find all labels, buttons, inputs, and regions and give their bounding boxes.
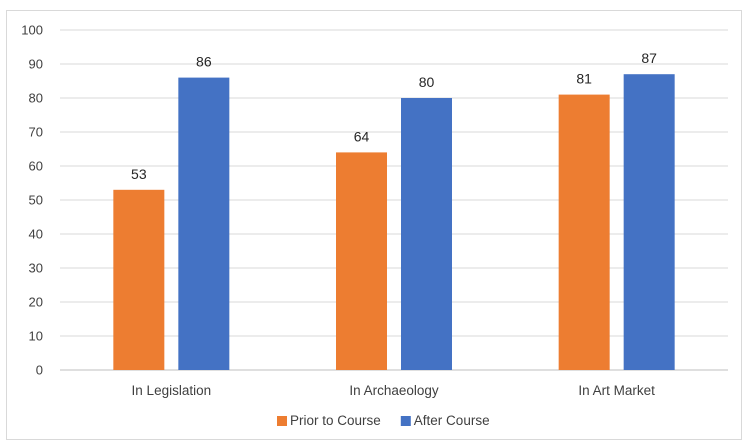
bar-after-2 <box>623 74 675 370</box>
bars <box>113 74 675 370</box>
data-label: 87 <box>641 50 657 66</box>
y-tick-label: 0 <box>36 363 43 378</box>
category-label: In Art Market <box>578 383 655 398</box>
bar-prior-1 <box>336 152 387 370</box>
legend-label: After Course <box>414 413 490 428</box>
bar-prior-2 <box>558 94 610 370</box>
y-tick-label: 80 <box>29 91 43 106</box>
y-tick-label: 90 <box>29 57 43 72</box>
data-labels: 53 86 64 80 81 87 <box>131 50 657 182</box>
y-axis-ticks: 0 10 20 30 40 50 60 70 80 90 100 <box>21 23 43 378</box>
gridlines <box>60 29 728 371</box>
bar-after-0 <box>178 77 230 370</box>
data-label: 53 <box>131 166 147 182</box>
legend-swatch <box>400 416 411 426</box>
data-label: 64 <box>354 128 370 144</box>
y-tick-label: 10 <box>29 329 43 344</box>
legend: Prior to Course After Course <box>277 413 490 428</box>
data-label: 81 <box>576 71 592 87</box>
y-tick-label: 40 <box>29 227 43 242</box>
y-tick-label: 20 <box>29 295 43 310</box>
data-label: 86 <box>196 54 212 70</box>
x-axis-categories: In Legislation In Archaeology In Art Marke… <box>132 383 656 398</box>
y-tick-label: 100 <box>21 23 43 38</box>
bar-after-1 <box>401 98 452 370</box>
legend-label: Prior to Course <box>290 413 381 428</box>
legend-swatch <box>277 416 287 426</box>
y-tick-label: 30 <box>29 261 43 276</box>
category-label: In Legislation <box>132 383 212 398</box>
category-label: In Archaeology <box>349 383 439 398</box>
bar-prior-0 <box>113 189 165 370</box>
y-tick-label: 50 <box>29 193 43 208</box>
y-tick-label: 70 <box>29 125 43 140</box>
y-tick-label: 60 <box>29 159 43 174</box>
data-label: 80 <box>419 74 435 90</box>
